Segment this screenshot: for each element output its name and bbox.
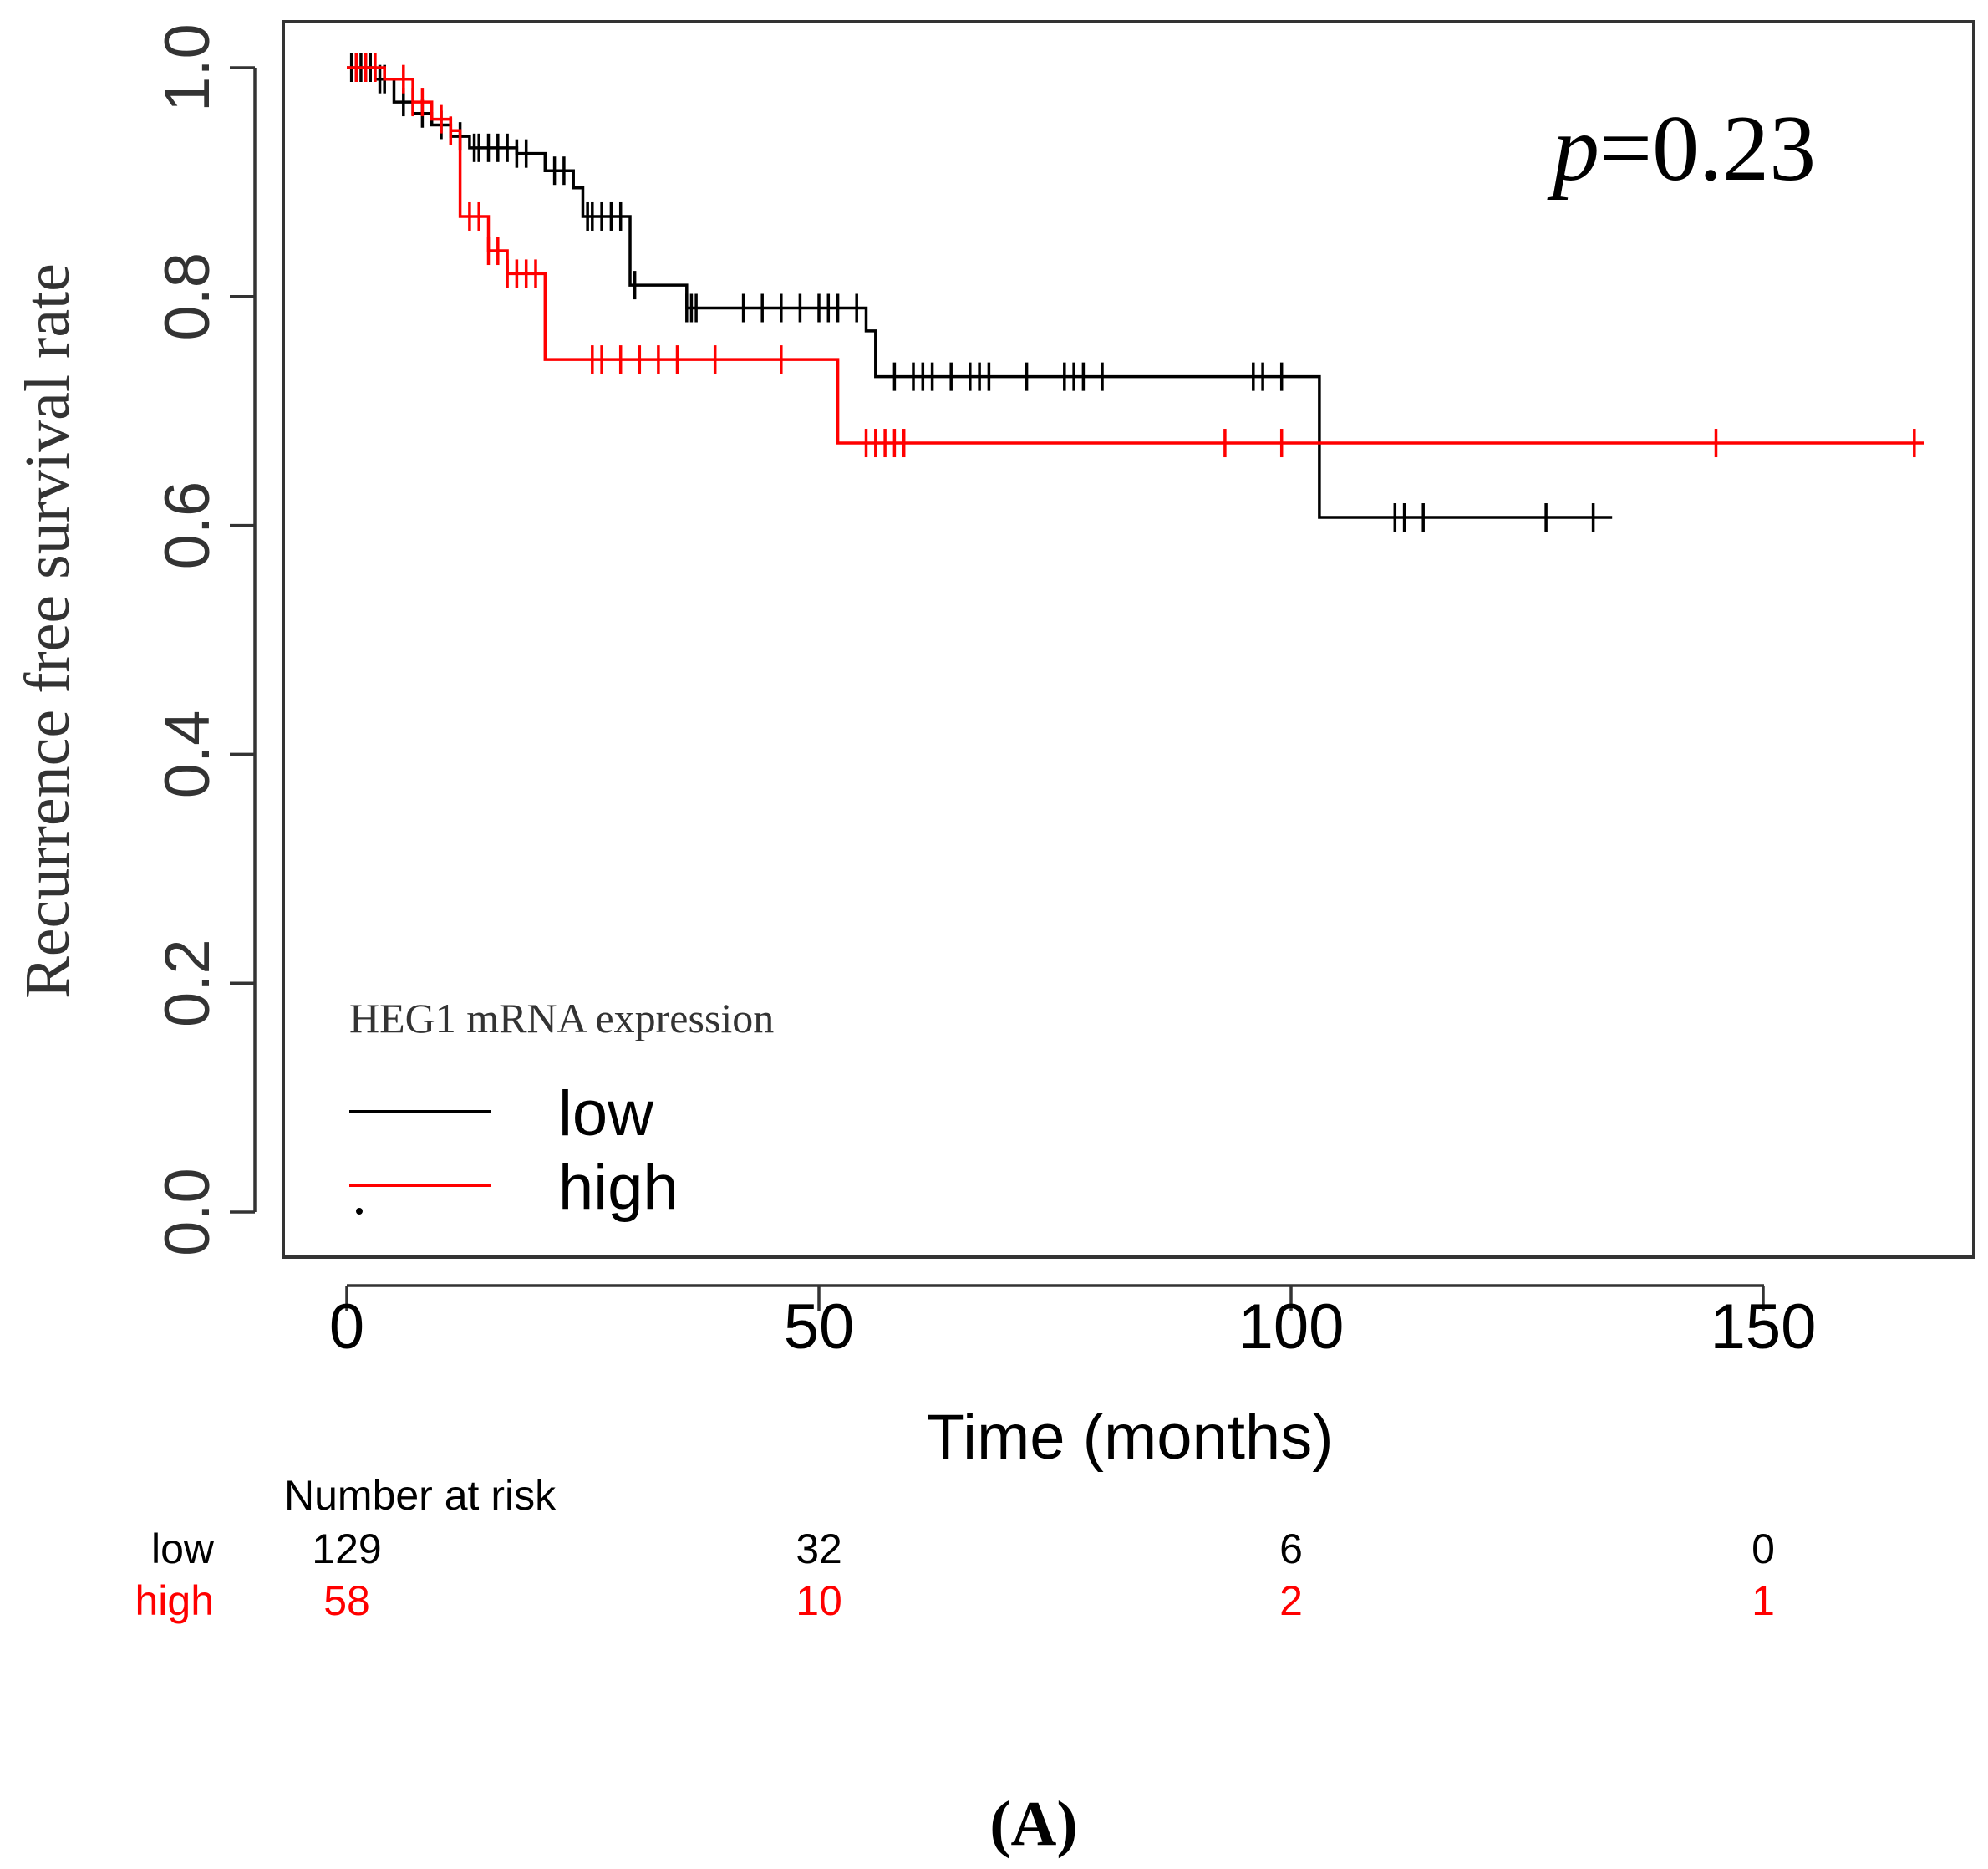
- risk-value-high-1: 10: [796, 1577, 842, 1624]
- p-value-rest: =0.23: [1599, 97, 1816, 201]
- risk-label-high: high: [135, 1577, 214, 1624]
- panel-label: (A): [989, 1789, 1078, 1859]
- y-tick-label-4: 0.8: [152, 252, 223, 341]
- x-tick-label-1: 50: [784, 1291, 855, 1362]
- risk-table-title: Number at risk: [284, 1472, 557, 1519]
- p-value-italic: p: [1547, 97, 1599, 201]
- y-tick-label-5: 1.0: [152, 23, 223, 112]
- legend-label-high: high: [558, 1152, 679, 1223]
- y-tick-label-3: 0.6: [152, 481, 223, 570]
- risk-values: 129 32 6 0 58 10 2 1: [312, 1525, 1775, 1624]
- y-ticks: 0.0 0.2 0.4 0.6 0.8 1.0: [152, 23, 255, 1256]
- risk-value-high-2: 2: [1279, 1577, 1303, 1624]
- x-tick-label-3: 150: [1711, 1291, 1817, 1362]
- legend: HEG1 mRNA expression low high: [349, 995, 774, 1223]
- legend-title: HEG1 mRNA expression: [349, 995, 774, 1041]
- y-tick-label-2: 0.4: [152, 710, 223, 799]
- risk-value-high-0: 58: [323, 1577, 370, 1624]
- y-tick-label-1: 0.2: [152, 939, 223, 1027]
- risk-value-low-3: 0: [1752, 1525, 1775, 1572]
- risk-value-low-2: 6: [1279, 1525, 1303, 1572]
- series-layer: [347, 53, 1924, 532]
- x-ticks: 0 50 100 150: [329, 1286, 1817, 1362]
- y-tick-label-0: 0.0: [152, 1168, 223, 1256]
- risk-value-high-3: 1: [1752, 1577, 1775, 1624]
- x-tick-label-0: 0: [329, 1291, 364, 1362]
- risk-label-low: low: [151, 1525, 215, 1572]
- y-axis-label: Recurrence free survival rate: [13, 263, 83, 999]
- x-axis-label: Time (months): [926, 1402, 1333, 1473]
- x-tick-label-2: 100: [1238, 1291, 1345, 1362]
- risk-value-low-1: 32: [796, 1525, 842, 1572]
- series-line-high: [347, 66, 1924, 445]
- plot-frame: [282, 20, 1975, 1259]
- legend-dot: [356, 1208, 363, 1215]
- legend-label-low: low: [558, 1078, 654, 1149]
- series-line-low: [347, 66, 1613, 519]
- risk-value-low-0: 129: [312, 1525, 381, 1572]
- p-value-annotation: p=0.23: [1547, 97, 1816, 201]
